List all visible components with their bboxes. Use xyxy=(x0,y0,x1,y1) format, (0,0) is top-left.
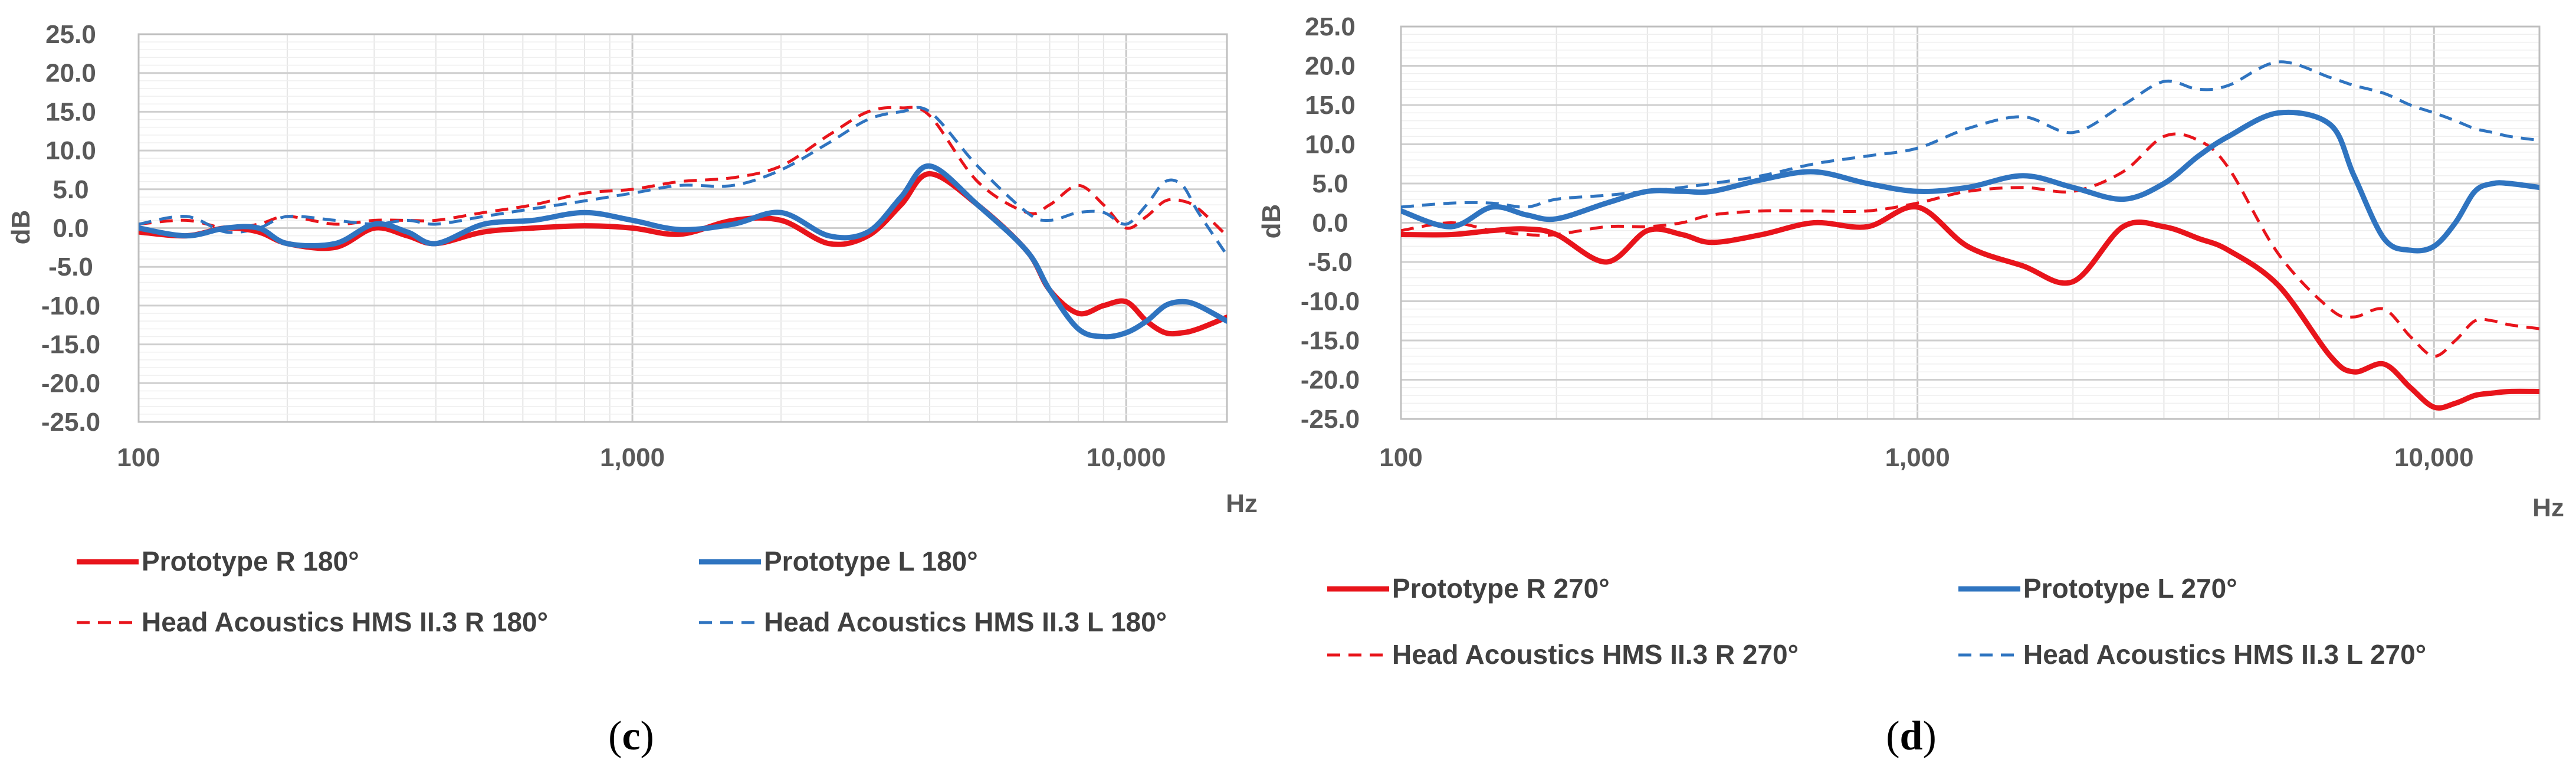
series-line-head-acoustics-hms-ii-3-r-180- xyxy=(139,106,1227,237)
y-tick-label: 0.0 xyxy=(1312,209,1348,238)
y-tick-label: -15.0 xyxy=(1301,326,1360,355)
legend-entry: Prototype L 270° xyxy=(2023,573,2237,604)
x-tick-label: 10,000 xyxy=(2394,443,2474,472)
y-tick-label: -15.0 xyxy=(41,330,100,359)
panel-caption: (d) xyxy=(1886,713,1937,759)
y-tick-label: -5.0 xyxy=(48,253,93,281)
legend-entry: Prototype L 180° xyxy=(764,546,978,577)
x-tick-label: 1,000 xyxy=(1885,443,1950,472)
y-tick-label: 5.0 xyxy=(1312,169,1348,198)
legend-entry: Prototype R 270° xyxy=(1392,573,1610,604)
x-tick-label: 100 xyxy=(117,443,160,472)
series-line-prototype-r-270- xyxy=(1401,204,2539,411)
x-axis-title: Hz xyxy=(2532,493,2564,522)
series-line-prototype-r-180- xyxy=(139,171,1227,337)
panel-caption: (c) xyxy=(608,713,654,759)
series-line-prototype-l-270- xyxy=(1401,109,2539,254)
series-line-head-acoustics-hms-ii-3-l-180- xyxy=(139,106,1227,256)
legend-entry: Head Acoustics HMS II.3 L 270° xyxy=(2023,639,2426,670)
y-tick-label: 25.0 xyxy=(1305,12,1356,41)
x-tick-label: 100 xyxy=(1379,443,1422,472)
legend-entry: Prototype R 180° xyxy=(142,546,359,577)
series-line-head-acoustics-hms-ii-3-r-270- xyxy=(1401,132,2539,358)
y-tick-label: 15.0 xyxy=(1305,91,1356,120)
chart-panel-c: 25.0 20.0 15.0 10.0 5.0 0.0 -5.0 -10.0 -15.0 -20.… xyxy=(6,20,1258,759)
y-tick-label: 5.0 xyxy=(52,175,88,204)
y-tick-label: 20.0 xyxy=(1305,52,1356,81)
y-tick-label: 0.0 xyxy=(52,214,88,243)
series-line-prototype-l-180- xyxy=(139,163,1227,340)
plot-area-border xyxy=(1400,25,2541,420)
legend-entry: Head Acoustics HMS II.3 R 270° xyxy=(1392,639,1799,670)
legend-entry: Head Acoustics HMS II.3 L 180° xyxy=(764,607,1167,637)
legend-entry: Head Acoustics HMS II.3 R 180° xyxy=(142,607,548,637)
y-axis-title: dB xyxy=(1257,204,1286,239)
y-tick-label: -25.0 xyxy=(41,408,100,437)
y-axis-title: dB xyxy=(6,210,35,245)
series-line-head-acoustics-hms-ii-3-l-270- xyxy=(1401,60,2539,209)
y-tick-label: -5.0 xyxy=(1308,248,1353,277)
y-tick-label: -10.0 xyxy=(1301,287,1360,316)
y-tick-label: -20.0 xyxy=(41,369,100,398)
y-tick-label: -10.0 xyxy=(41,291,100,320)
x-tick-label: 1,000 xyxy=(600,443,665,472)
x-tick-label: 10,000 xyxy=(1087,443,1166,472)
x-axis-title: Hz xyxy=(1226,489,1258,518)
y-tick-label: 15.0 xyxy=(45,97,96,126)
y-tick-label: 20.0 xyxy=(45,59,96,88)
y-tick-label: 10.0 xyxy=(1305,130,1356,159)
y-tick-label: -25.0 xyxy=(1301,405,1360,434)
y-tick-label: 25.0 xyxy=(45,20,96,49)
y-tick-label: 10.0 xyxy=(45,136,96,165)
chart-panel-d: 25.0 20.0 15.0 10.0 5.0 0.0 -5.0 -10.0 -15.0 -20.… xyxy=(1257,12,2564,759)
y-tick-label: -20.0 xyxy=(1301,366,1360,395)
